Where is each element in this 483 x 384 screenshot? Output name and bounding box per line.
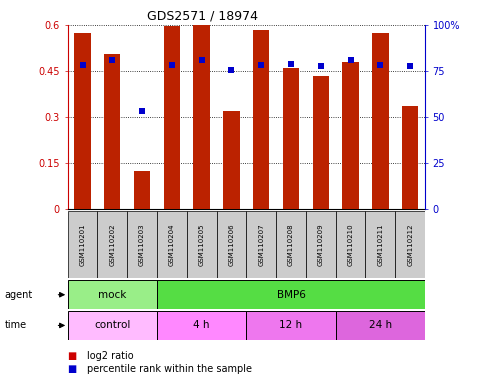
Bar bbox=[164, 26, 180, 209]
Text: GSM110205: GSM110205 bbox=[199, 223, 205, 266]
Bar bbox=[187, 211, 216, 278]
Bar bbox=[74, 33, 91, 209]
Text: mock: mock bbox=[98, 290, 127, 300]
Text: GSM110203: GSM110203 bbox=[139, 223, 145, 266]
Text: GSM110204: GSM110204 bbox=[169, 223, 175, 266]
Text: percentile rank within the sample: percentile rank within the sample bbox=[87, 364, 252, 374]
Bar bbox=[313, 76, 329, 209]
Text: GSM110207: GSM110207 bbox=[258, 223, 264, 266]
Bar bbox=[157, 311, 246, 340]
Bar bbox=[246, 211, 276, 278]
Bar bbox=[223, 111, 240, 209]
Text: ■: ■ bbox=[68, 351, 77, 361]
Bar bbox=[372, 33, 388, 209]
Text: GSM110211: GSM110211 bbox=[377, 223, 384, 266]
Text: control: control bbox=[94, 320, 130, 331]
Bar bbox=[395, 211, 425, 278]
Bar bbox=[253, 30, 270, 209]
Bar bbox=[98, 211, 127, 278]
Bar bbox=[402, 106, 418, 209]
Text: time: time bbox=[5, 320, 27, 331]
Bar bbox=[157, 211, 187, 278]
Bar bbox=[276, 211, 306, 278]
Bar bbox=[283, 68, 299, 209]
Bar bbox=[216, 211, 246, 278]
Text: GSM110206: GSM110206 bbox=[228, 223, 234, 266]
Text: 4 h: 4 h bbox=[193, 320, 210, 331]
Text: GDS2571 / 18974: GDS2571 / 18974 bbox=[147, 10, 258, 23]
Bar bbox=[157, 280, 425, 309]
Text: GSM110202: GSM110202 bbox=[109, 223, 115, 266]
Text: GSM110208: GSM110208 bbox=[288, 223, 294, 266]
Text: 24 h: 24 h bbox=[369, 320, 392, 331]
Text: log2 ratio: log2 ratio bbox=[87, 351, 134, 361]
Text: agent: agent bbox=[5, 290, 33, 300]
Text: GSM110212: GSM110212 bbox=[407, 223, 413, 266]
Bar bbox=[366, 211, 395, 278]
Bar bbox=[68, 211, 98, 278]
Bar bbox=[194, 23, 210, 209]
Bar bbox=[342, 62, 359, 209]
Text: 12 h: 12 h bbox=[280, 320, 302, 331]
Text: BMP6: BMP6 bbox=[277, 290, 305, 300]
Bar bbox=[104, 54, 120, 209]
Bar bbox=[336, 311, 425, 340]
Bar bbox=[68, 280, 157, 309]
Bar bbox=[127, 211, 157, 278]
Text: GSM110209: GSM110209 bbox=[318, 223, 324, 266]
Bar bbox=[246, 311, 336, 340]
Text: GSM110210: GSM110210 bbox=[348, 223, 354, 266]
Text: GSM110201: GSM110201 bbox=[80, 223, 85, 266]
Bar bbox=[306, 211, 336, 278]
Text: ■: ■ bbox=[68, 364, 77, 374]
Bar bbox=[134, 171, 150, 209]
Bar bbox=[336, 211, 366, 278]
Bar bbox=[68, 311, 157, 340]
